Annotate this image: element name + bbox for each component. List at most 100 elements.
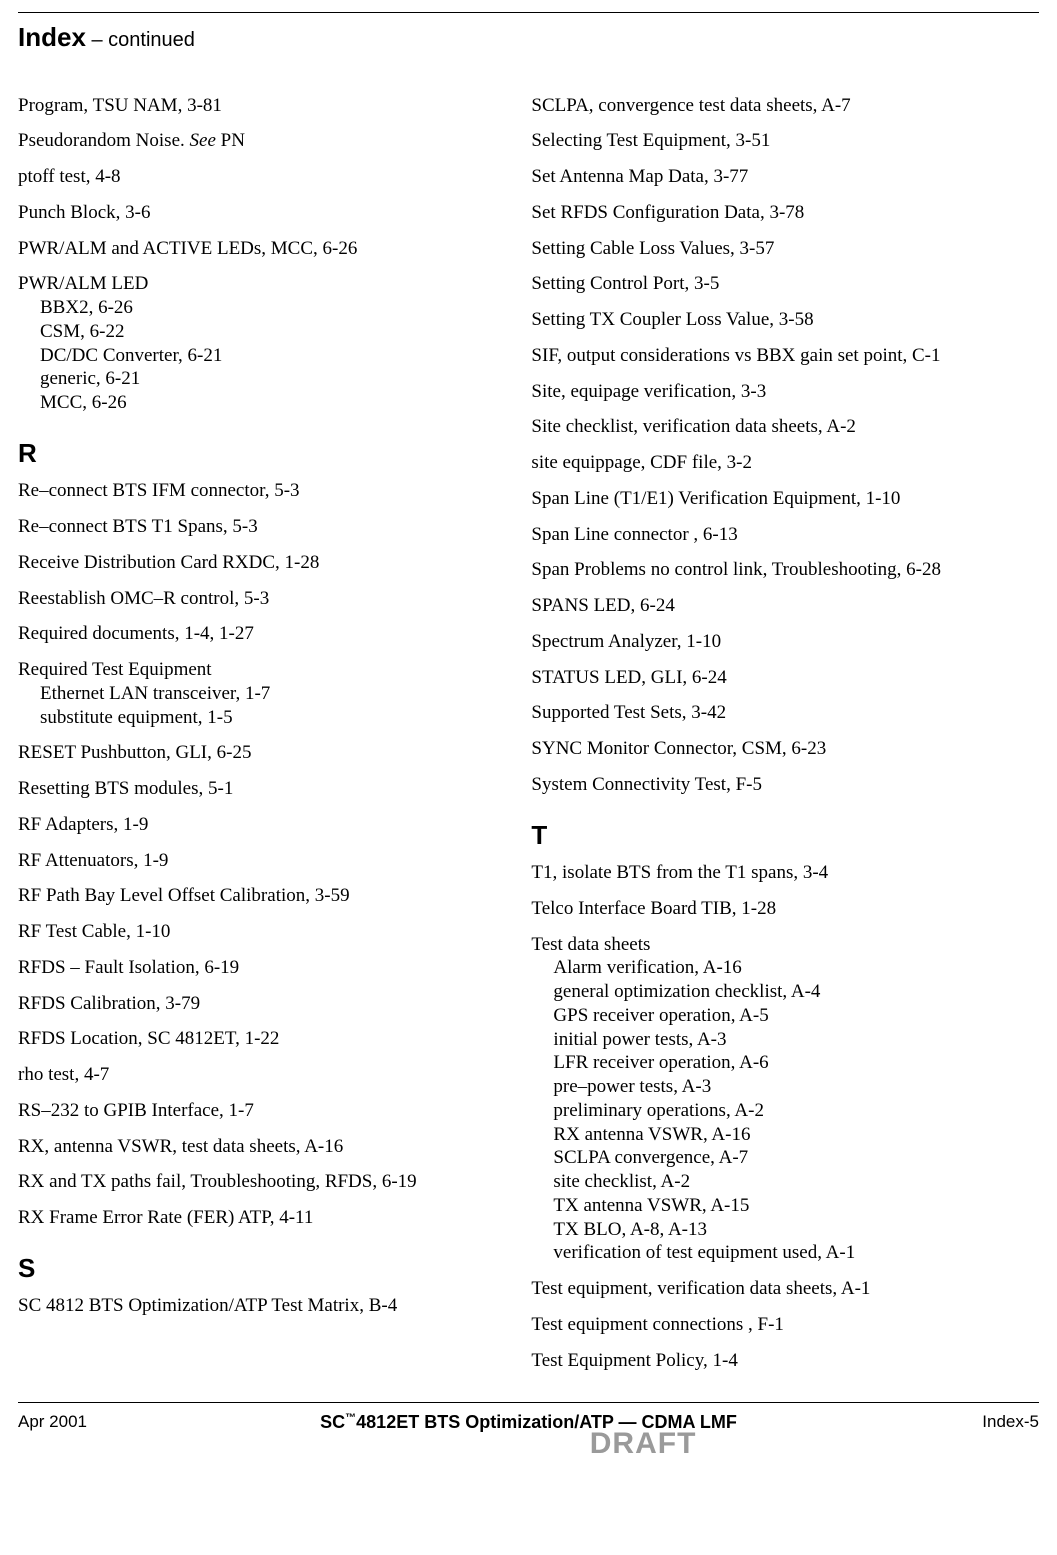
- index-entry-main: RX and TX paths fail, Troubleshooting, R…: [18, 1170, 501, 1194]
- index-entry-sub: TX BLO, A-8, A-13: [531, 1218, 1039, 1242]
- index-entry: SC 4812 BTS Optimization/ATP Test Matrix…: [18, 1294, 501, 1318]
- index-entry-main: SYNC Monitor Connector, CSM, 6-23: [531, 737, 1039, 761]
- index-entry-sub: MCC, 6-26: [18, 391, 501, 415]
- index-entry: Span Line connector , 6-13: [531, 523, 1039, 547]
- index-entry: PWR/ALM and ACTIVE LEDs, MCC, 6-26: [18, 237, 501, 261]
- index-entry-main: Test data sheets: [531, 933, 1039, 957]
- index-entry-main: Resetting BTS modules, 5-1: [18, 777, 501, 801]
- index-entry-sub: substitute equipment, 1-5: [18, 706, 501, 730]
- index-entry: RS–232 to GPIB Interface, 1-7: [18, 1099, 501, 1123]
- index-entry-main: ptoff test, 4-8: [18, 165, 501, 189]
- index-entry: Test equipment connections , F-1: [531, 1313, 1039, 1337]
- draft-watermark: DRAFT: [590, 1425, 697, 1463]
- footer-page-number: Index-5: [982, 1407, 1039, 1432]
- section-letter: T: [531, 819, 1039, 852]
- index-entry-main: RX Frame Error Rate (FER) ATP, 4-11: [18, 1206, 501, 1230]
- index-entry-main: Test equipment, verification data sheets…: [531, 1277, 1039, 1301]
- index-entry-main: RESET Pushbutton, GLI, 6-25: [18, 741, 501, 765]
- index-entry-sub: site checklist, A-2: [531, 1170, 1039, 1194]
- left-column: Program, TSU NAM, 3-81Pseudorandom Noise…: [18, 94, 501, 1385]
- index-entry: SCLPA, convergence test data sheets, A-7: [531, 94, 1039, 118]
- index-entry: STATUS LED, GLI, 6-24: [531, 666, 1039, 690]
- index-entry: Setting Control Port, 3-5: [531, 272, 1039, 296]
- index-entry-main: RFDS Calibration, 3-79: [18, 992, 501, 1016]
- index-entry: Site, equipage verification, 3-3: [531, 380, 1039, 404]
- index-entry: Test data sheetsAlarm verification, A-16…: [531, 933, 1039, 1266]
- index-entry-main: RFDS Location, SC 4812ET, 1-22: [18, 1027, 501, 1051]
- index-entry: rho test, 4-7: [18, 1063, 501, 1087]
- index-entry-main: Test equipment connections , F-1: [531, 1313, 1039, 1337]
- index-entry: Resetting BTS modules, 5-1: [18, 777, 501, 801]
- index-entry-sub: pre–power tests, A-3: [531, 1075, 1039, 1099]
- index-entry: Required Test EquipmentEthernet LAN tran…: [18, 658, 501, 729]
- index-entry: Site checklist, verification data sheets…: [531, 415, 1039, 439]
- index-entry-sub: BBX2, 6-26: [18, 296, 501, 320]
- index-entry-main: Setting Control Port, 3-5: [531, 272, 1039, 296]
- index-entry-main: SCLPA, convergence test data sheets, A-7: [531, 94, 1039, 118]
- index-entry-sub: generic, 6-21: [18, 367, 501, 391]
- page-footer: Apr 2001 SC™4812ET BTS Optimization/ATP …: [18, 1407, 1039, 1457]
- index-entry: T1, isolate BTS from the T1 spans, 3-4: [531, 861, 1039, 885]
- index-entry-main: RFDS – Fault Isolation, 6-19: [18, 956, 501, 980]
- index-entry-main: SPANS LED, 6-24: [531, 594, 1039, 618]
- index-entry-main: Span Problems no control link, Troublesh…: [531, 558, 1039, 582]
- index-entry-main: Reestablish OMC–R control, 5-3: [18, 587, 501, 611]
- index-entry-main: Setting TX Coupler Loss Value, 3-58: [531, 308, 1039, 332]
- index-entry-main: Telco Interface Board TIB, 1-28: [531, 897, 1039, 921]
- index-entry-main: Spectrum Analyzer, 1-10: [531, 630, 1039, 654]
- index-entry: Set Antenna Map Data, 3-77: [531, 165, 1039, 189]
- index-entry: Setting TX Coupler Loss Value, 3-58: [531, 308, 1039, 332]
- index-entry-main: SC 4812 BTS Optimization/ATP Test Matrix…: [18, 1294, 501, 1318]
- header-title: Index: [18, 22, 86, 52]
- index-entry-main: Span Line (T1/E1) Verification Equipment…: [531, 487, 1039, 511]
- index-entry: PWR/ALM LEDBBX2, 6-26CSM, 6-22DC/DC Conv…: [18, 272, 501, 415]
- index-entry-sub: DC/DC Converter, 6-21: [18, 344, 501, 368]
- index-entry-sub: GPS receiver operation, A-5: [531, 1004, 1039, 1028]
- index-entry-sub: TX antenna VSWR, A-15: [531, 1194, 1039, 1218]
- index-entry-main: RF Adapters, 1-9: [18, 813, 501, 837]
- index-entry: Spectrum Analyzer, 1-10: [531, 630, 1039, 654]
- index-entry-main: RF Attenuators, 1-9: [18, 849, 501, 873]
- index-entry: Setting Cable Loss Values, 3-57: [531, 237, 1039, 261]
- index-entry-main: STATUS LED, GLI, 6-24: [531, 666, 1039, 690]
- index-entry: Test Equipment Policy, 1-4: [531, 1349, 1039, 1373]
- index-entry: Span Problems no control link, Troublesh…: [531, 558, 1039, 582]
- index-entry-main: Set Antenna Map Data, 3-77: [531, 165, 1039, 189]
- index-entry-main: rho test, 4-7: [18, 1063, 501, 1087]
- index-entry: Required documents, 1-4, 1-27: [18, 622, 501, 646]
- index-entry-main: Setting Cable Loss Values, 3-57: [531, 237, 1039, 261]
- index-entry-main: site equippage, CDF file, 3-2: [531, 451, 1039, 475]
- header-subtitle: – continued: [86, 29, 195, 51]
- index-columns: Program, TSU NAM, 3-81Pseudorandom Noise…: [18, 94, 1039, 1385]
- index-entry: ptoff test, 4-8: [18, 165, 501, 189]
- index-entry: Span Line (T1/E1) Verification Equipment…: [531, 487, 1039, 511]
- section-letter: S: [18, 1252, 501, 1285]
- footer-center-prefix: SC: [320, 1412, 345, 1432]
- index-entry-main: Required Test Equipment: [18, 658, 501, 682]
- index-entry-main: RX, antenna VSWR, test data sheets, A-16: [18, 1135, 501, 1159]
- index-entry-main: Set RFDS Configuration Data, 3-78: [531, 201, 1039, 225]
- index-entry-main: PWR/ALM LED: [18, 272, 501, 296]
- index-entry: Pseudorandom Noise. See PN: [18, 129, 501, 153]
- index-entry: Re–connect BTS IFM connector, 5-3: [18, 479, 501, 503]
- right-column: SCLPA, convergence test data sheets, A-7…: [531, 94, 1039, 1385]
- index-entry-main: Test Equipment Policy, 1-4: [531, 1349, 1039, 1373]
- index-entry: RF Path Bay Level Offset Calibration, 3-…: [18, 884, 501, 908]
- footer-date: Apr 2001: [18, 1407, 87, 1432]
- index-entry-main: Site, equipage verification, 3-3: [531, 380, 1039, 404]
- index-entry: Re–connect BTS T1 Spans, 5-3: [18, 515, 501, 539]
- trademark-symbol: ™: [345, 1412, 356, 1424]
- index-entry-main: Pseudorandom Noise. See PN: [18, 129, 501, 153]
- index-entry: System Connectivity Test, F-5: [531, 773, 1039, 797]
- index-entry-main: RS–232 to GPIB Interface, 1-7: [18, 1099, 501, 1123]
- index-entry: SIF, output considerations vs BBX gain s…: [531, 344, 1039, 368]
- index-entry: Telco Interface Board TIB, 1-28: [531, 897, 1039, 921]
- index-entry-main: Receive Distribution Card RXDC, 1-28: [18, 551, 501, 575]
- index-entry: Supported Test Sets, 3-42: [531, 701, 1039, 725]
- index-entry: Reestablish OMC–R control, 5-3: [18, 587, 501, 611]
- index-entry: Punch Block, 3-6: [18, 201, 501, 225]
- index-entry-sub: LFR receiver operation, A-6: [531, 1051, 1039, 1075]
- index-entry-main: Supported Test Sets, 3-42: [531, 701, 1039, 725]
- index-entry: RFDS – Fault Isolation, 6-19: [18, 956, 501, 980]
- index-entry: RFDS Location, SC 4812ET, 1-22: [18, 1027, 501, 1051]
